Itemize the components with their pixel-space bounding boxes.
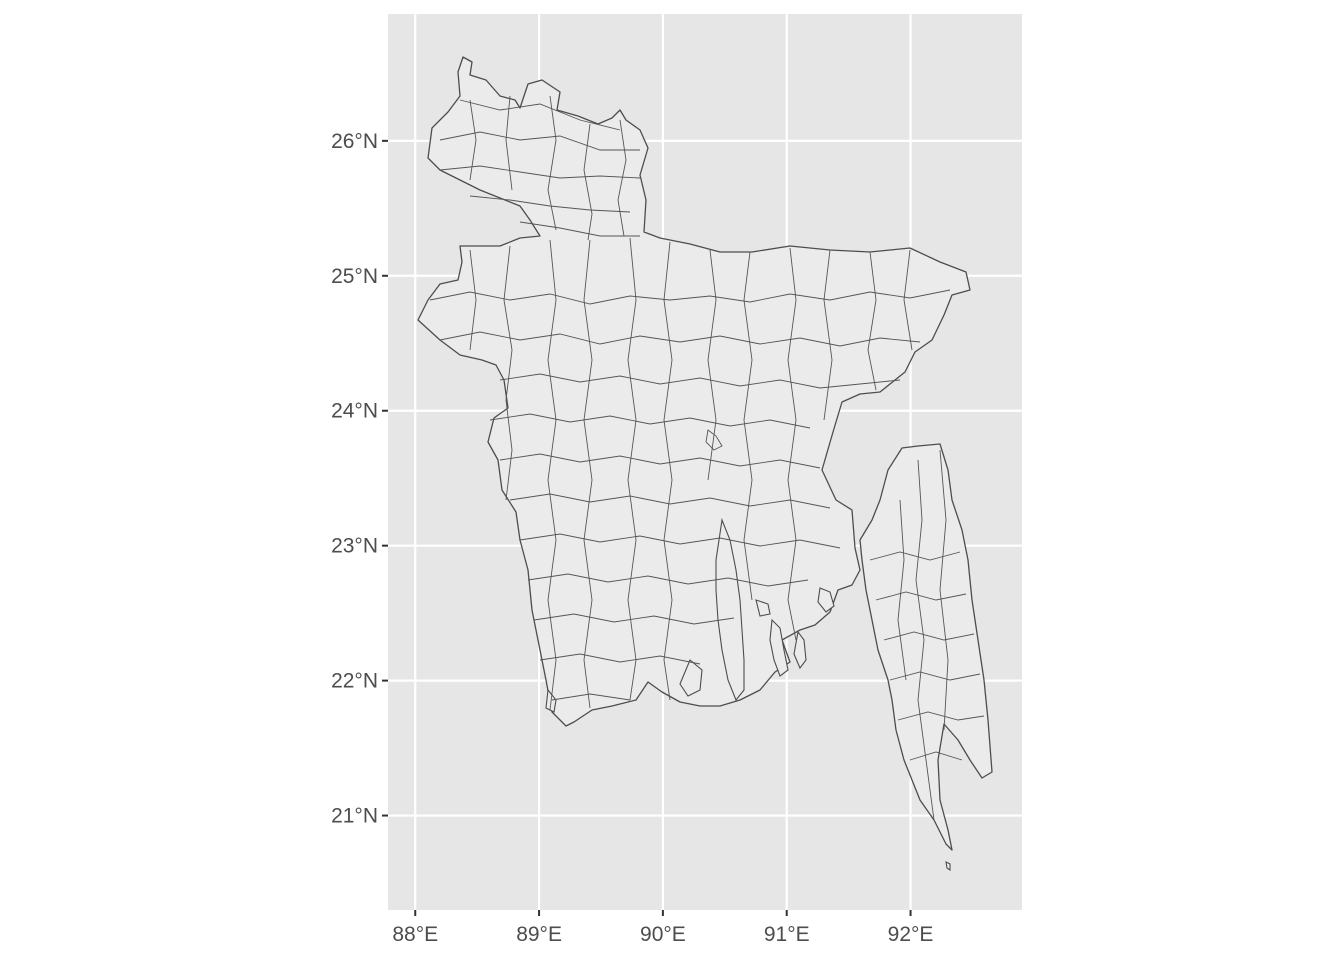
subdistrict-boundaries: [429, 95, 985, 821]
y-tick-label: 23°N: [331, 535, 378, 558]
y-tick-label: 26°N: [331, 130, 378, 153]
x-tick-label: 88°E: [392, 923, 438, 946]
delta-island: [755, 599, 771, 617]
y-tick-label: 21°N: [331, 805, 378, 828]
delta-island: [679, 659, 703, 697]
bhola-island: [715, 517, 745, 702]
y-tick-label: 25°N: [331, 265, 378, 288]
country-region: [417, 56, 993, 872]
delta-island: [793, 630, 807, 670]
saint-martin-island: [945, 861, 951, 872]
x-tick-label: 90°E: [640, 923, 686, 946]
delta-island: [769, 618, 789, 677]
x-tick-label: 92°E: [888, 923, 934, 946]
delta-island: [817, 587, 835, 613]
x-tick-label: 89°E: [516, 923, 562, 946]
y-tick-label: 22°N: [331, 670, 378, 693]
y-tick-label: 24°N: [331, 400, 378, 423]
axes: 88°E 89°E 90°E 91°E 92°E 21°N 22°N 23°N 24°N 25°N…: [331, 130, 933, 946]
x-tick-label: 91°E: [764, 923, 810, 946]
main-landmass: [417, 56, 971, 727]
southeast-landmass: [859, 443, 993, 851]
